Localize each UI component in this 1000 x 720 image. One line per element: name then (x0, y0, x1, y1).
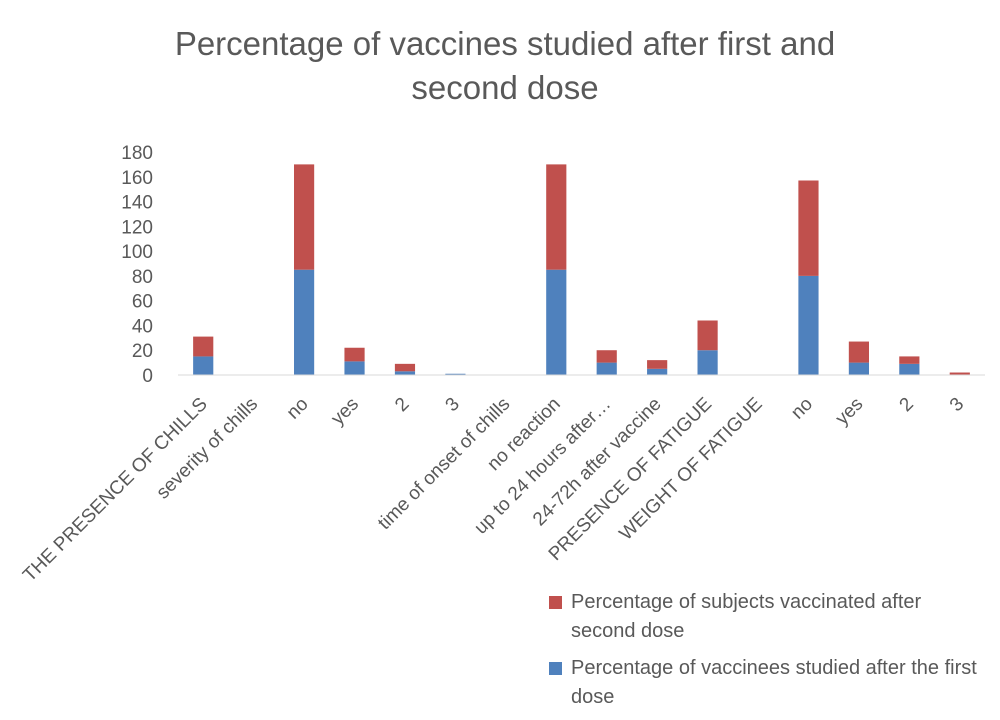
legend-swatch (549, 662, 562, 675)
legend-item: Percentage of vaccinees studied after th… (549, 654, 989, 712)
y-axis: 0 20 40 60 80 100 120 140 160 180 (121, 143, 153, 387)
bar-segment-series-2 (647, 360, 668, 369)
bar-segment-series-1 (294, 269, 315, 375)
bar-segment-series-2 (596, 350, 617, 363)
bar-segment-series-1 (848, 362, 869, 375)
chart-title-line-2: second dose (411, 69, 599, 106)
chart-title-line-1: Percentage of vaccines studied after fir… (174, 25, 836, 62)
y-tick-label: 160 (121, 168, 153, 189)
legend-swatch (549, 596, 562, 609)
y-tick-label: 20 (132, 341, 153, 362)
y-tick-label: 100 (121, 242, 153, 263)
legend-label: Percentage of vaccinees studied after th… (571, 657, 977, 708)
bar-segment-series-2 (848, 341, 869, 363)
y-tick-label: 60 (132, 292, 153, 313)
x-tick-label: 2 (896, 394, 918, 416)
bar-segment-series-1 (394, 371, 416, 375)
x-tick-label: no (787, 394, 817, 424)
legend-item: Percentage of subjects vaccinated after … (549, 588, 989, 646)
y-tick-label: 120 (121, 217, 153, 238)
bar-segment-series-2 (294, 164, 315, 270)
bar-group (193, 164, 970, 375)
bar-segment-series-2 (394, 363, 416, 372)
bar-segment-series-2 (798, 180, 819, 276)
bar-segment-series-2 (697, 320, 718, 351)
x-tick-label: 3 (946, 394, 968, 416)
legend: Percentage of subjects vaccinated after … (549, 588, 989, 720)
chart-title: Percentage of vaccines studied after fir… (0, 22, 1000, 110)
bar-segment-series-2 (899, 356, 920, 364)
y-tick-label: 40 (132, 316, 153, 337)
y-tick-label: 180 (121, 143, 153, 164)
bar-segment-series-1 (344, 361, 365, 375)
bar-segment-series-1 (899, 363, 920, 375)
bar-segment-series-2 (344, 347, 365, 362)
x-tick-label: yes (327, 394, 363, 430)
x-tick-label: 2 (391, 394, 413, 416)
bar-segment-series-2 (193, 336, 214, 357)
x-tick-label: 3 (442, 394, 464, 416)
y-tick-label: 140 (121, 193, 153, 214)
y-tick-label: 80 (132, 267, 153, 288)
bar-segment-series-1 (596, 362, 617, 375)
bar-segment-series-1 (193, 356, 214, 375)
bar-segment-series-2 (949, 372, 970, 375)
bar-segment-series-2 (546, 164, 567, 270)
x-tick-label: THE PRESENCE OF CHILLS (19, 394, 212, 587)
x-tick-label: yes (832, 394, 868, 430)
bar-segment-series-1 (445, 373, 466, 375)
bar-segment-series-1 (798, 275, 819, 375)
legend-label: Percentage of subjects vaccinated after … (571, 591, 922, 642)
bar-segment-series-1 (546, 269, 567, 375)
bar-segment-series-1 (697, 350, 718, 375)
y-tick-label: 0 (142, 366, 153, 387)
x-tick-label: no (283, 394, 313, 424)
bar-segment-series-1 (647, 368, 668, 375)
